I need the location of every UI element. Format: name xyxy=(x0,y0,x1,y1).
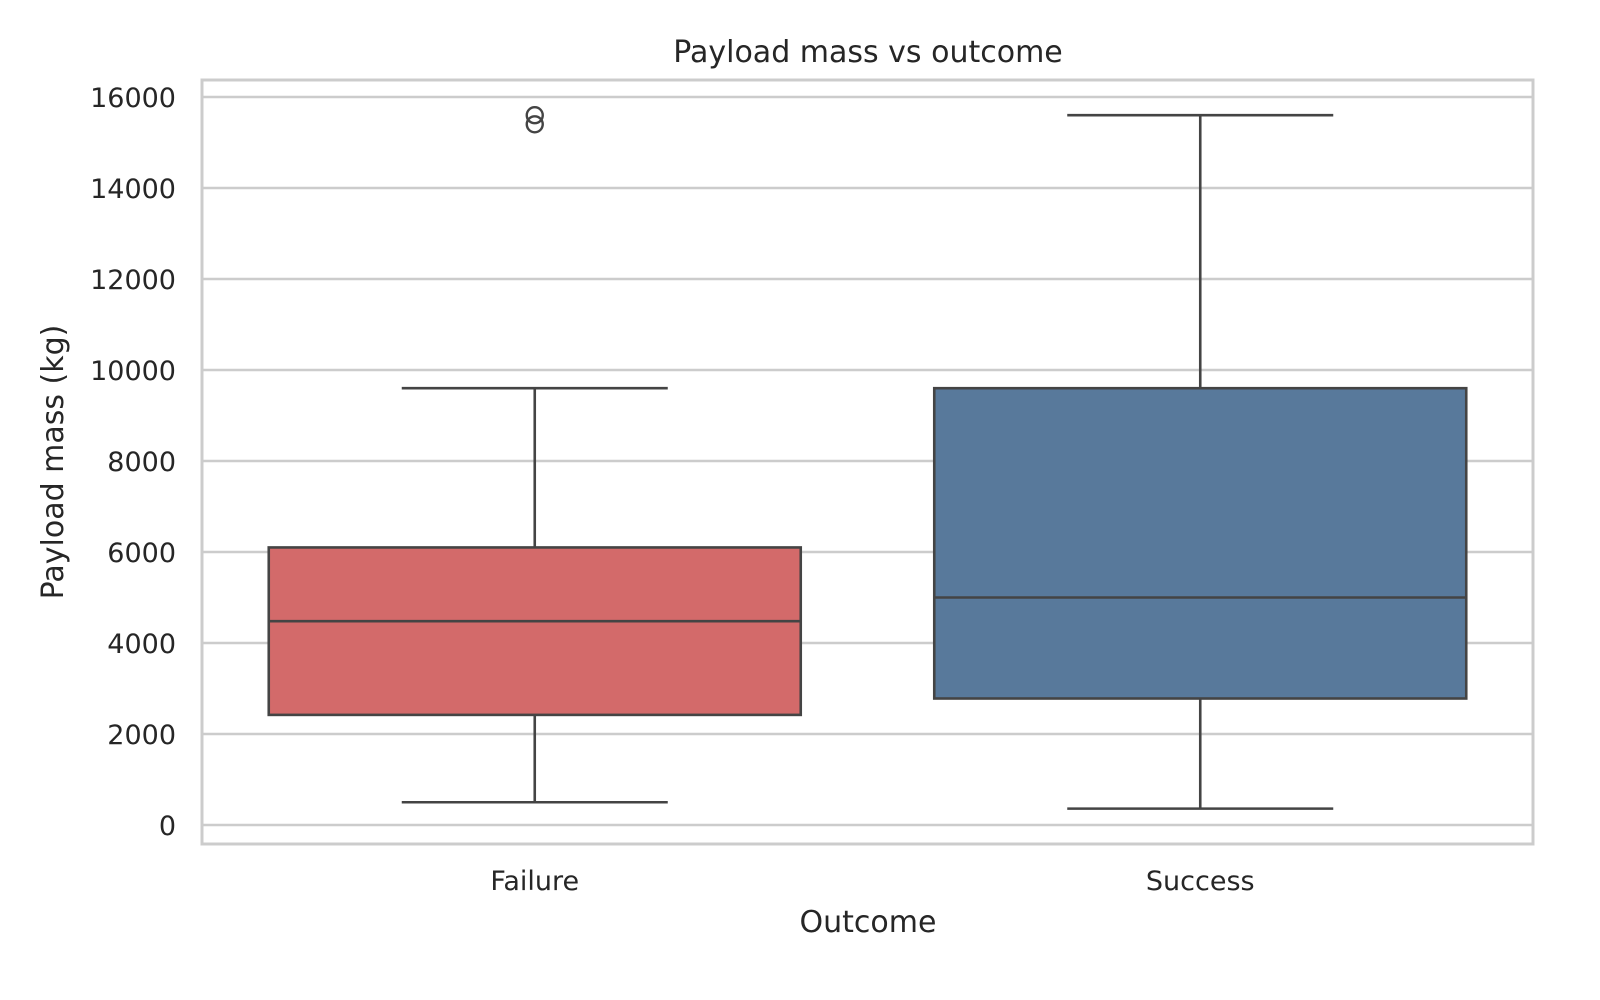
box-failure xyxy=(267,105,803,804)
y-axis-label: Payload mass (kg) xyxy=(36,325,71,600)
x-tick-labels: Failure Success xyxy=(490,866,1254,897)
y-tick-label-16000: 16000 xyxy=(90,83,176,114)
y-tick-label-8000: 8000 xyxy=(107,447,176,478)
box-success xyxy=(932,113,1468,810)
y-tick-label-0: 0 xyxy=(159,811,176,842)
iqr-box-success xyxy=(932,386,1468,700)
y-tick-label-4000: 4000 xyxy=(107,629,176,660)
x-axis-label: Outcome xyxy=(800,905,937,940)
x-tick-label-success: Success xyxy=(1146,866,1255,897)
outlier-point-failure-1 xyxy=(525,105,544,125)
y-tick-label-2000: 2000 xyxy=(107,720,176,751)
iqr-box-failure xyxy=(267,546,803,717)
outlier-point-failure-0 xyxy=(525,115,544,134)
y-tick-label-6000: 6000 xyxy=(107,538,176,569)
y-tick-labels: 0 2000 4000 6000 8000 10000 12000 14000 16000 xyxy=(90,83,176,842)
x-tick-label-failure: Failure xyxy=(490,866,579,897)
plot-frame xyxy=(200,78,1535,846)
chart-title: Payload mass vs outcome xyxy=(673,35,1063,70)
box-layer xyxy=(267,105,1468,810)
y-tick-label-14000: 14000 xyxy=(90,174,176,205)
y-tick-label-10000: 10000 xyxy=(90,356,176,387)
y-tick-label-12000: 12000 xyxy=(90,265,176,296)
